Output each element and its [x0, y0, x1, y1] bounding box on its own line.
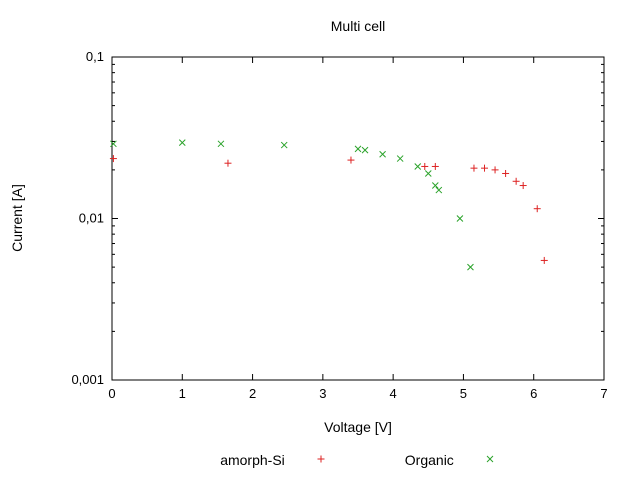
- data-point-amorph-Si: [491, 166, 499, 174]
- legend-item-organic: Organic: [405, 452, 496, 468]
- data-point-amorph-Si: [109, 155, 117, 163]
- chart-title: Multi cell: [330, 18, 386, 34]
- x-tick-label: 5: [460, 386, 467, 401]
- data-point-Organic: [217, 140, 225, 148]
- data-point-amorph-Si: [502, 169, 510, 177]
- x-tick-label: 3: [319, 386, 326, 401]
- x-axis-label: Voltage [V]: [324, 419, 392, 435]
- legend-marker-organic: [484, 452, 496, 468]
- legend-marker-amorph-si: [315, 452, 327, 468]
- data-point-Organic: [424, 170, 432, 177]
- y-tick-label: 0,01: [79, 211, 104, 226]
- legend: amorph-Si Organic: [112, 452, 604, 468]
- x-tick-label: 2: [249, 386, 256, 401]
- amorph-si-marker-icon: [317, 455, 325, 463]
- legend-label-amorph-si: amorph-Si: [220, 452, 285, 468]
- data-point-Organic: [467, 263, 474, 271]
- legend-label-organic: Organic: [404, 452, 454, 468]
- data-point-amorph-Si: [519, 182, 527, 190]
- data-point-amorph-Si: [512, 177, 520, 185]
- data-point-Organic: [361, 146, 369, 154]
- data-point-amorph-Si: [224, 159, 232, 167]
- plot-border: [111, 56, 605, 381]
- legend-marker-glyph: [317, 455, 325, 463]
- data-point-Organic: [280, 141, 288, 149]
- data-point-Organic: [379, 150, 386, 158]
- data-point-amorph-Si: [533, 205, 541, 213]
- organic-marker-icon: [486, 455, 494, 463]
- y-tick-label: 0,1: [86, 49, 104, 64]
- x-tick-label: 0: [108, 386, 115, 401]
- data-point-Organic: [110, 140, 117, 148]
- data-point-Organic: [414, 163, 422, 170]
- data-point-amorph-Si: [347, 156, 355, 164]
- x-tick-label: 6: [530, 386, 537, 401]
- legend-marker-glyph: [486, 455, 494, 463]
- data-point-Organic: [396, 155, 404, 162]
- x-tick-label: 7: [600, 386, 607, 401]
- data-point-amorph-Si: [470, 164, 478, 172]
- data-point-amorph-Si: [540, 256, 548, 264]
- data-point-amorph-Si: [421, 162, 429, 170]
- y-tick-label: 0,001: [71, 372, 104, 387]
- data-point-Organic: [354, 145, 362, 153]
- data-point-Organic: [178, 139, 186, 146]
- data-point-Organic: [431, 182, 439, 189]
- x-tick-label: 1: [179, 386, 186, 401]
- x-tick-label: 4: [390, 386, 397, 401]
- legend-item-amorph-si: amorph-Si: [220, 452, 327, 468]
- data-point-Organic: [435, 186, 443, 194]
- data-point-amorph-Si: [481, 164, 489, 172]
- data-point-amorph-Si: [431, 162, 439, 170]
- data-point-Organic: [456, 215, 464, 222]
